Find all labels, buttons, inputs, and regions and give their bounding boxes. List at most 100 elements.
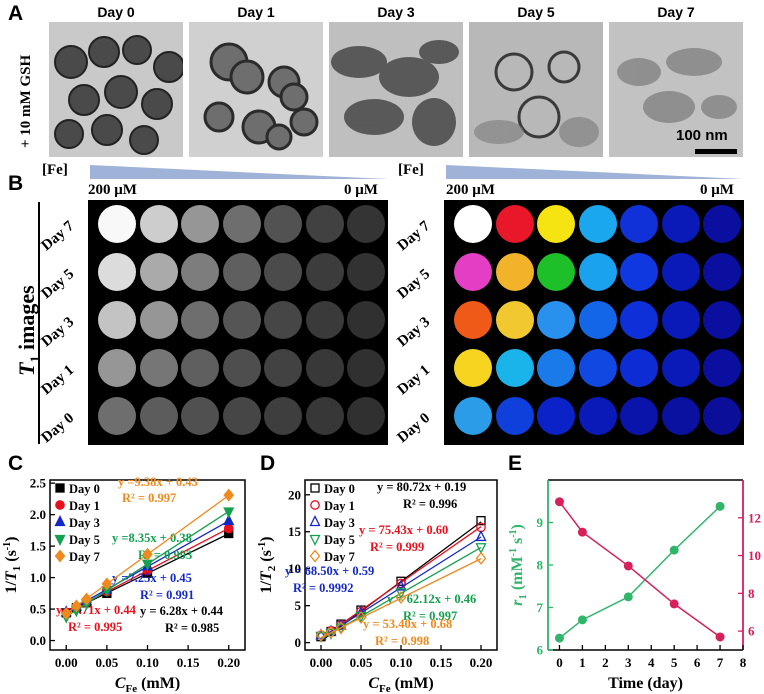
scale-bar-label: 100 nm: [676, 127, 728, 144]
c-point-4-3: [101, 577, 113, 591]
phantom-color-3-0: [454, 349, 492, 387]
phantom-gray-2-3: [222, 301, 261, 339]
d-legend-marker-2: [309, 515, 321, 527]
phantom-gray-4-6: [347, 397, 385, 435]
phantom-color-4-6: [703, 397, 741, 435]
e-xtick-label: 1: [579, 655, 586, 670]
c-legend-label-0: Day 0: [69, 482, 100, 496]
e-ytick-right-label: 10: [748, 548, 761, 563]
phantom-color-1-6: [703, 253, 741, 291]
tem-title-day1: Day 1: [237, 4, 275, 20]
phantom-color-2-0: [454, 301, 492, 339]
phantom-gray-0-0: [98, 205, 136, 243]
c-xtick-label: 0.10: [136, 655, 159, 670]
panel-label-d: D: [260, 452, 276, 475]
e-ytick-right-label: 8: [748, 586, 755, 601]
t1-title-rule: [38, 202, 40, 444]
e-r1-point-2: [623, 592, 633, 602]
c-legend-label-4: Day 7: [69, 550, 100, 564]
phantom-gray-0-5: [305, 205, 344, 243]
phantom-gray-1-3: [222, 253, 261, 291]
conc-low-gray: 0 μM: [344, 182, 378, 198]
conc-high-color: 200 μM: [446, 182, 495, 198]
e-r2r1-point-0: [554, 497, 564, 507]
phantom-color-3-6: [703, 349, 741, 387]
d-legend-marker-1: [310, 500, 320, 510]
panel-label-b: B: [8, 172, 24, 195]
phantom-color-3-4: [620, 349, 658, 387]
mri-color-grid: [444, 200, 744, 445]
conc-low-color: 0 μM: [700, 182, 734, 198]
d-fit-line-1: [320, 526, 482, 639]
e-xtick-label: 5: [671, 655, 678, 670]
d-legend-label-2: Day 3: [324, 516, 355, 530]
phantom-gray-0-6: [347, 205, 385, 243]
e-xtick-label: 4: [648, 655, 655, 670]
phantom-gray-2-5: [305, 301, 344, 339]
c-ytick-label: 2.0: [30, 507, 46, 522]
d-legend-label-1: Day 1: [324, 499, 355, 513]
d-ytick-label: 20: [288, 487, 301, 502]
mri-gray-grid: [88, 200, 388, 445]
c-equation-0: y = 6.28x + 0.44: [140, 604, 224, 618]
phantom-color-0-5: [661, 205, 700, 243]
concentration-wedge-color: [446, 165, 744, 179]
tem-image-day0: [49, 22, 183, 157]
tem-image-day1: [189, 22, 323, 157]
c-equation-3: y =8.35x + 0.38: [112, 531, 192, 545]
d-point-2-5: [475, 529, 487, 542]
c-ytick-label: 1.0: [30, 570, 46, 585]
c-r2-4: R² = 0.997: [122, 491, 176, 505]
phantom-gray-2-1: [139, 301, 178, 339]
phantom-color-4-1: [495, 397, 534, 435]
c-legend-label-2: Day 3: [69, 516, 100, 530]
tem-image-day7: [609, 22, 743, 157]
phantom-gray-4-5: [305, 397, 344, 435]
d-ytick-label: 0: [295, 635, 302, 650]
d-point-2-4: [395, 579, 407, 591]
d-ylabel: 1/T2 (s-1): [257, 537, 278, 594]
d-point-4-4: [395, 590, 407, 605]
phantom-color-1-3: [578, 253, 617, 291]
e-xlabel: Time (day): [608, 675, 683, 692]
gsh-row-label: + 10 mM GSH: [18, 54, 34, 148]
e-xtick-label: 0: [556, 655, 563, 670]
row-label-gray-day1: Day 1: [38, 362, 78, 399]
c-legend-marker-2: [54, 515, 66, 527]
phantom-color-0-0: [454, 205, 492, 243]
c-legend-marker-3: [54, 534, 66, 546]
phantom-gray-2-6: [347, 301, 385, 339]
phantom-color-2-5: [661, 301, 700, 339]
phantom-color-0-2: [537, 205, 575, 243]
phantom-color-3-1: [495, 349, 534, 387]
tem-title-day7: Day 7: [657, 4, 695, 20]
e-r2r1-point-1: [577, 527, 587, 537]
d-legend-label-4: Day 7: [324, 550, 355, 564]
tem-image-day5: [469, 22, 603, 157]
d-r2-2: R² = 0.9992: [293, 581, 354, 595]
phantom-color-4-0: [454, 397, 492, 435]
c-legend-label-3: Day 5: [69, 533, 100, 547]
phantom-gray-1-0: [98, 253, 136, 291]
d-equation-3: y = 62.12x + 0.46: [387, 592, 476, 606]
d-ytick-label: 5: [295, 598, 302, 613]
d-r2-3: R² = 0.997: [403, 609, 457, 623]
c-r2-1: R² = 0.995: [68, 620, 122, 634]
phantom-color-1-2: [537, 253, 575, 291]
d-r2-0: R² = 0.996: [403, 497, 457, 511]
c-ytick-label: 2.5: [30, 476, 47, 491]
chart-d-t2-relaxivity: 0.00 0.05 0.10 0.15 0.20 0 5 10 15 20 CFe (mM) 1/T2…: [257, 479, 498, 694]
e-r2r1-point-4: [715, 632, 725, 642]
phantom-gray-1-4: [264, 253, 302, 291]
phantom-color-3-5: [661, 349, 700, 387]
d-point-4-1: [325, 625, 337, 639]
phantom-gray-1-2: [181, 253, 219, 291]
phantom-gray-1-6: [347, 253, 385, 291]
c-xtick-label: 0.20: [217, 655, 240, 670]
phantom-gray-4-3: [222, 397, 261, 435]
phantom-gray-3-0: [98, 349, 136, 387]
e-r2r1-point-3: [669, 599, 679, 609]
c-xlabel: CFe (mM): [115, 675, 180, 694]
panel-label-c: C: [8, 452, 24, 475]
